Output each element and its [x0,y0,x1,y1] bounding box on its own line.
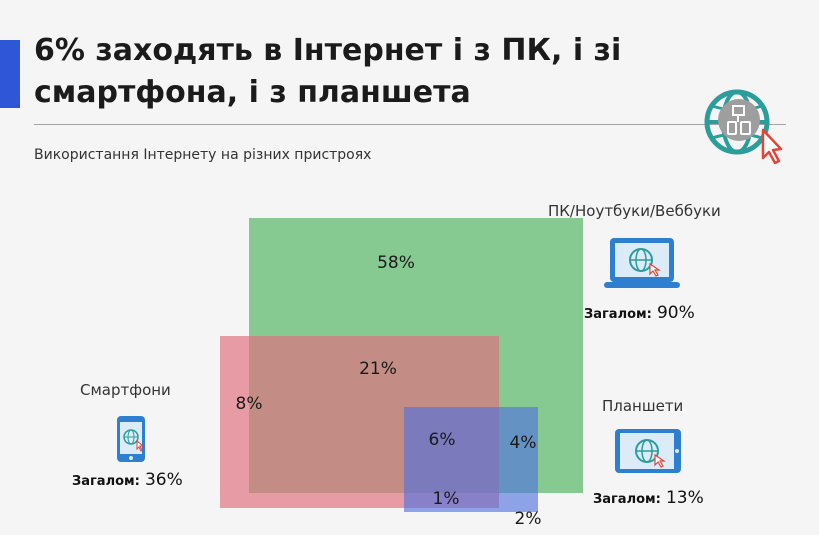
smartphone-total-label: Загалом: [72,474,140,489]
region-label-1-0: 58% [377,253,415,273]
tablet-total-value: 13% [665,488,704,508]
tablet-total: Загалом: 13% [593,488,704,508]
title-line-2: смартфона, і з планшета [34,75,471,110]
chart-subtitle: Використання Інтернету на різних пристро… [34,147,372,163]
title-line-1: 6% заходять в Інтернет і з ПК, і зі [34,33,622,68]
region-label-1-6: 2% [515,509,542,529]
tablet-label: Планшети [602,397,684,415]
tablet-globe-icon [615,429,681,473]
tablet-total-label: Загалом: [593,492,661,507]
pc-total-value: 90% [656,303,695,323]
title-accent-bar [0,40,20,108]
smartphone-total: Загалом: 36% [72,470,183,490]
smartphone-label: Смартфони [80,381,171,399]
smartphone-total-value: 36% [144,470,183,490]
laptop-globe-icon [604,238,680,288]
title-divider [34,124,786,125]
page-title: 6% заходять в Інтернет і з ПК, і зі смар… [34,30,694,114]
pc-label: ПК/Ноутбуки/Веббуки [548,202,721,220]
tablet-set-rect [404,407,538,512]
phone-globe-icon [117,416,145,462]
globe-devices-icon [704,89,783,165]
region-label-2-1: 21% [359,359,397,379]
region-label-1-2: 8% [236,394,263,414]
region-label-3-3: 6% [429,430,456,450]
region-label-2-5: 1% [433,489,460,509]
pc-total-label: Загалом: [584,307,652,322]
region-label-2-4: 4% [510,433,537,453]
pc-total: Загалом: 90% [584,303,695,323]
